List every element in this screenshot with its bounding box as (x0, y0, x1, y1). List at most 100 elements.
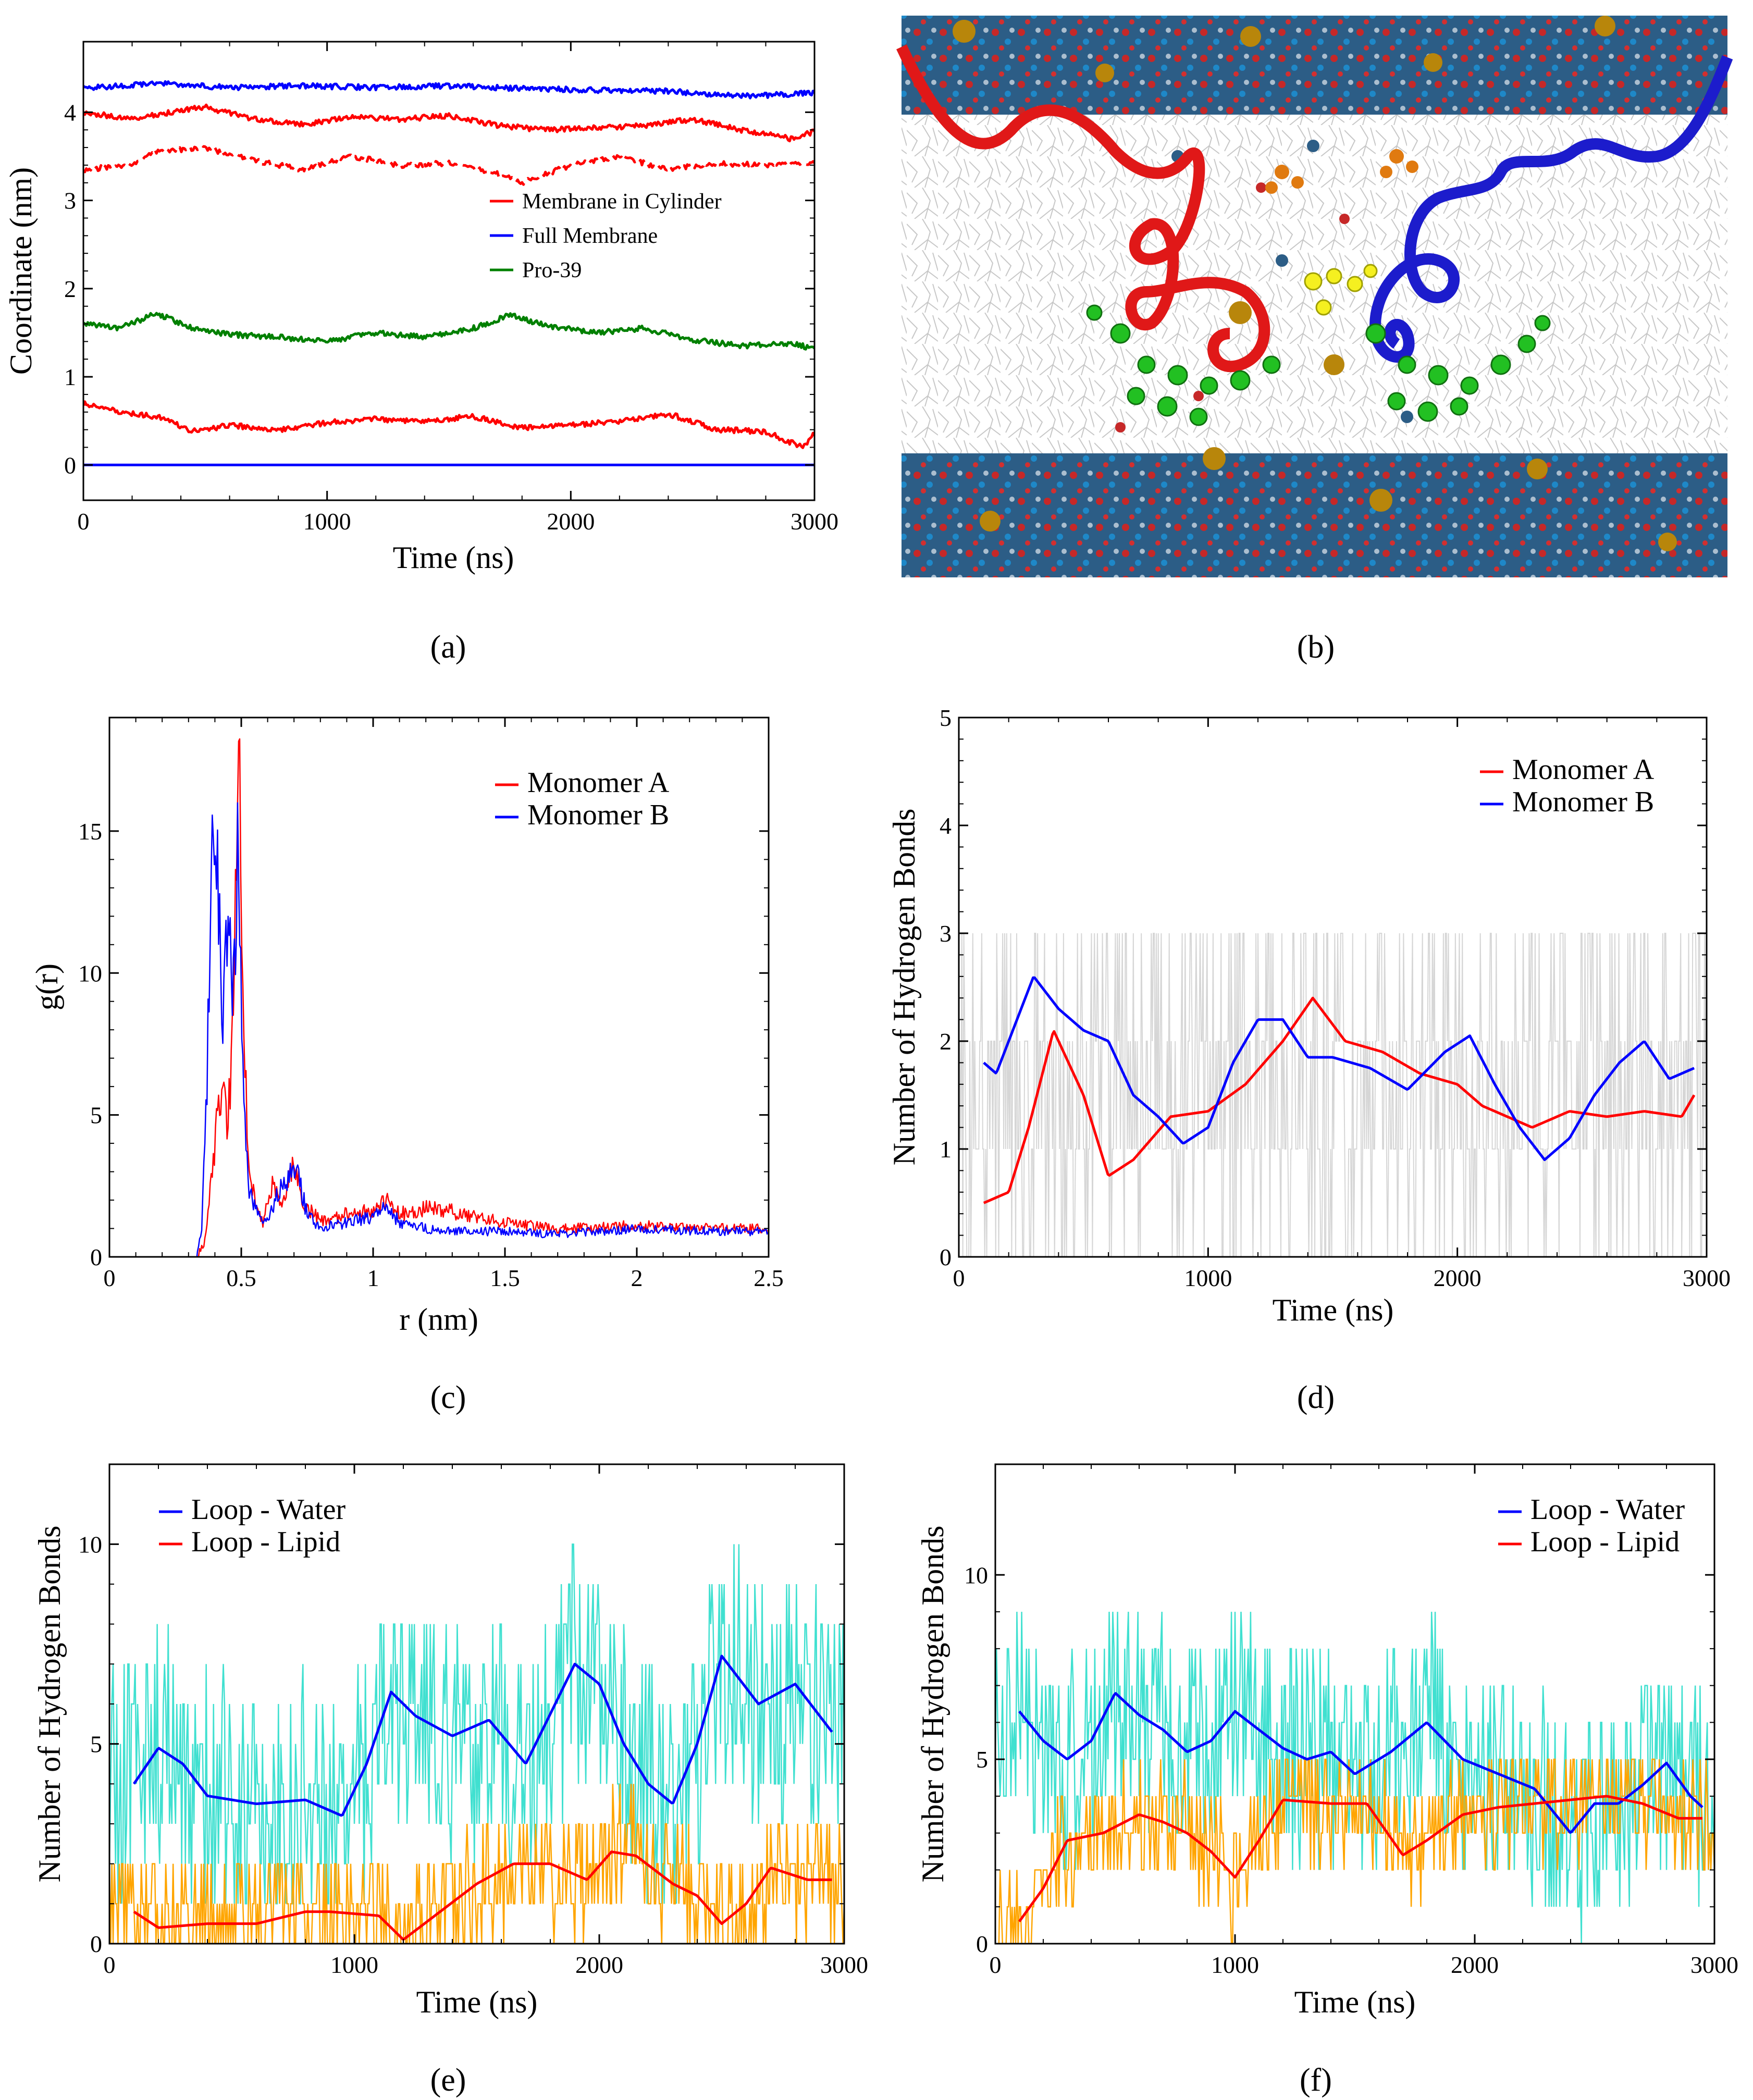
y-tick-label: 0 (64, 452, 76, 478)
chart-e: 0 1000 2000 3000 0 5 10 Time (ns) Number of Hydr… (32, 1463, 868, 2019)
x-tick-label: 2000 (575, 1951, 623, 1978)
yellow-sulfur-atoms (1304, 264, 1378, 316)
series-a-5 (83, 400, 814, 449)
series-d-2 (983, 976, 1695, 1162)
caption-d: (d) (1297, 1380, 1335, 1415)
series-f-2 (1018, 1795, 1702, 1923)
y-tick-label: 10 (964, 1562, 988, 1588)
y-tick-label: 0 (90, 1244, 102, 1270)
y-tick-label: 1 (940, 1136, 952, 1163)
x-tick-label: 1000 (303, 508, 351, 535)
series-a-1 (83, 80, 814, 100)
x-tick-label: 2000 (1451, 1951, 1499, 1978)
plot-area-a (83, 80, 814, 466)
phosphorus-atoms (953, 16, 1677, 551)
series-f-1 (1018, 1692, 1703, 1834)
legend-label: Monomer A (527, 767, 670, 799)
series-a-4 (83, 312, 814, 351)
series-c-1 (196, 738, 769, 1257)
x-tick-label: 3000 (791, 508, 838, 535)
y-tick-label: 15 (78, 818, 102, 845)
x-axis-label: Time (ns) (1294, 1985, 1416, 2019)
legend-label: Full Membrane (522, 224, 658, 248)
x-axis-label: r (nm) (399, 1302, 478, 1337)
plot-area-e (109, 1543, 844, 1944)
y-axis-label: Number of Hydrogen Bonds (887, 809, 921, 1166)
x-tick-label: 1.5 (490, 1265, 520, 1291)
x-tick-label: 2.5 (754, 1265, 784, 1291)
orange-ligands (1265, 149, 1418, 194)
series-e-1 (132, 1654, 833, 1817)
legend-label: Pro-39 (522, 258, 582, 282)
chart-d: 0 1000 2000 3000 0 1 2 3 4 5 Time (ns) Number of Hy… (887, 705, 1731, 1327)
x-tick-label: 1000 (1184, 1265, 1232, 1291)
y-tick-label: 10 (78, 960, 102, 986)
y-tick-label: 2 (940, 1028, 952, 1055)
series-a-2 (83, 103, 814, 143)
plot-frame-f (994, 1463, 1715, 1945)
x-tick-label: 0.5 (226, 1265, 256, 1291)
y-tick-label: 0 (90, 1931, 102, 1957)
x-tick-label: 0 (953, 1265, 965, 1291)
legend-label: Membrane in Cylinder (522, 190, 722, 214)
x-tick-label: 0 (78, 508, 90, 535)
x-axis-label: Time (ns) (393, 540, 514, 575)
x-tick-label: 3000 (1683, 1265, 1731, 1291)
caption-b: (b) (1297, 629, 1335, 665)
legend-label: Loop - Lipid (191, 1526, 340, 1558)
legend-label: Monomer B (1512, 786, 1654, 818)
series-e-2 (133, 1850, 832, 1941)
plot-area-d (959, 933, 1707, 1257)
caption-c: (c) (430, 1380, 466, 1415)
blue-monomer-ribbon (1369, 55, 1733, 363)
plot-frame-c (108, 717, 770, 1258)
x-tick-label: 0 (990, 1951, 1002, 1978)
caption-e: (e) (430, 2062, 466, 2098)
x-axis-label: Time (ns) (416, 1985, 538, 2019)
plot-area-f (995, 1612, 1714, 1944)
upper-headgroup-layer (902, 16, 1727, 115)
x-tick-label: 3000 (1690, 1951, 1738, 1978)
raw-water-hbond-trace (109, 1543, 844, 1905)
raw-lipid-hbond-trace (995, 1758, 1714, 1944)
green-residues (1086, 304, 1551, 426)
y-axis-label: Number of Hydrogen Bonds (916, 1526, 950, 1883)
x-axis-label: Time (ns) (1273, 1293, 1394, 1327)
y-tick-label: 10 (78, 1531, 102, 1558)
y-tick-label: 0 (976, 1931, 988, 1957)
x-tick-label: 2 (631, 1265, 643, 1291)
series-a-3 (83, 144, 814, 186)
y-tick-label: 3 (64, 188, 76, 214)
y-axis-label: Number of Hydrogen Bonds (32, 1526, 67, 1883)
red-monomer-ribbon (896, 44, 1270, 372)
x-tick-label: 1000 (1211, 1951, 1259, 1978)
y-tick-label: 4 (940, 812, 952, 839)
y-tick-label: 4 (64, 99, 76, 126)
y-tick-label: 0 (940, 1244, 952, 1270)
plot-area-c (196, 738, 769, 1257)
legend-label: Monomer A (1512, 753, 1655, 786)
x-tick-label: 1000 (330, 1951, 378, 1978)
x-tick-label: 1 (367, 1265, 379, 1291)
molecular-snapshot (896, 16, 1733, 577)
chart-f: 0 1000 2000 3000 0 5 10 Time (ns) Number of Hydr… (916, 1463, 1738, 2019)
x-tick-label: 3000 (820, 1951, 868, 1978)
y-tick-label: 3 (940, 920, 952, 947)
lower-headgroup-layer (902, 453, 1727, 577)
y-tick-label: 5 (940, 705, 952, 731)
legend-label: Loop - Water (191, 1493, 345, 1526)
legend-label: Loop - Water (1530, 1493, 1685, 1526)
series-c-2 (196, 802, 769, 1257)
x-tick-label: 2000 (1434, 1265, 1482, 1291)
legend-label: Monomer B (527, 799, 669, 831)
y-tick-label: 2 (64, 276, 76, 302)
y-tick-label: 5 (90, 1102, 102, 1129)
chart-c: 0 0.5 1 1.5 2 2.5 0 5 10 15 r (nm) g(r) Monomer AMon… (30, 717, 784, 1337)
x-tick-label: 0 (104, 1265, 116, 1291)
chart-a: 0 1000 2000 3000 0 1 2 3 4 Time (ns) Coordinate (n… (4, 41, 838, 575)
legend-label: Loop - Lipid (1530, 1526, 1680, 1558)
x-tick-label: 0 (104, 1951, 116, 1978)
caption-f: (f) (1300, 2062, 1332, 2098)
y-tick-label: 5 (90, 1731, 102, 1758)
